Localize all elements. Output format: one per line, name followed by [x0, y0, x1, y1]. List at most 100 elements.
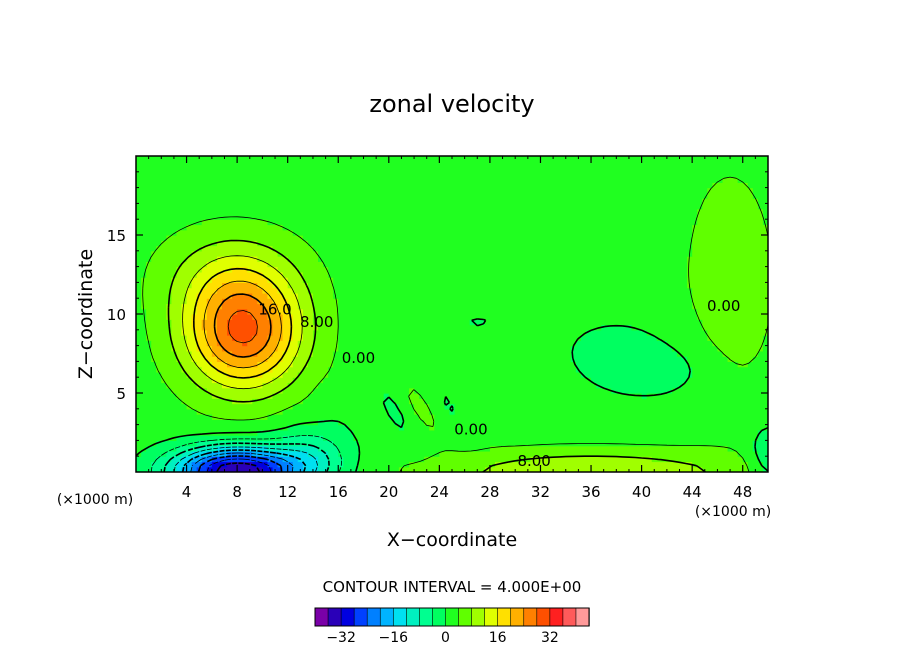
- y-axis: 5 10 15: [107, 171, 768, 457]
- field-cell: [338, 308, 698, 315]
- field-cell: [287, 303, 299, 310]
- colorbar-swatch: [314, 607, 329, 627]
- field-cell: [171, 292, 188, 299]
- field-cell: [206, 340, 218, 347]
- field-cell: [196, 466, 208, 472]
- field-cell: [297, 298, 314, 305]
- field-cell: [181, 324, 193, 331]
- field-cell: [302, 314, 314, 320]
- field-cell: [312, 335, 339, 341]
- x-tick-label: 4: [182, 483, 192, 501]
- field-cell: [216, 466, 263, 472]
- field-cell: [692, 229, 768, 236]
- field-cell: [227, 361, 258, 368]
- field-cell: [752, 192, 768, 199]
- field-cell: [646, 329, 708, 336]
- field-cell: [156, 440, 198, 447]
- field-cell: [687, 256, 768, 262]
- field-cell: [302, 319, 314, 326]
- x-tick-label: 12: [278, 483, 297, 501]
- x-tick-label: 44: [683, 483, 702, 501]
- field-cell: [707, 187, 754, 194]
- field-cell: [136, 182, 713, 189]
- field-cell: [575, 366, 693, 373]
- field-cell: [176, 350, 193, 357]
- field-cell: [156, 245, 203, 252]
- field-cell: [272, 298, 289, 305]
- field-cell: [277, 308, 289, 315]
- field-cell: [267, 314, 284, 320]
- field-cell: [484, 319, 703, 326]
- colorbar-swatch: [445, 607, 460, 627]
- x-tick-label: 48: [733, 483, 752, 501]
- field-cell: [252, 335, 269, 341]
- field-cell: [201, 456, 213, 463]
- field-cell: [338, 340, 577, 347]
- field-cell: [181, 261, 208, 268]
- field-cell: [297, 456, 319, 463]
- field-cell: [570, 350, 678, 357]
- field-cell: [692, 303, 768, 310]
- colorbar-swatch: [419, 607, 434, 627]
- field-cell: [323, 435, 355, 441]
- field-cell: [692, 461, 749, 468]
- field-cell: [171, 329, 183, 336]
- field-cell: [216, 271, 263, 278]
- field-cell: [292, 319, 304, 326]
- field-cell: [216, 324, 228, 331]
- field-cell: [136, 171, 768, 178]
- field-cell: [307, 450, 329, 457]
- colorbar-swatch: [484, 607, 499, 627]
- field-cell: [333, 361, 577, 368]
- field-cell: [302, 461, 319, 468]
- field-cell: [151, 250, 193, 257]
- field-cell: [287, 282, 309, 289]
- colorbar-swatch: [432, 607, 447, 627]
- field-cell: [221, 382, 263, 389]
- field-cell: [136, 340, 152, 347]
- field-cell: [292, 466, 304, 472]
- field-cell: [302, 308, 314, 315]
- field-cell: [692, 224, 768, 231]
- field-cell: [277, 361, 294, 368]
- y-tick-label: 10: [107, 306, 126, 324]
- field-cell: [312, 292, 334, 299]
- field-cell: [282, 335, 294, 341]
- field-cell: [272, 350, 284, 357]
- field-cell: [267, 292, 284, 299]
- field-cell: [191, 282, 208, 289]
- x-tick-label: 24: [430, 483, 449, 501]
- field-cell: [267, 414, 390, 420]
- field-cell: [570, 345, 673, 352]
- field-cell: [444, 403, 456, 410]
- field-cell: [419, 414, 435, 420]
- field-cell: [333, 277, 688, 283]
- contour-line: [182, 255, 592, 472]
- field-cell: [318, 466, 329, 472]
- field-cell: [176, 466, 183, 472]
- field-cell: [247, 308, 269, 315]
- chart-title: zonal velocity: [369, 90, 534, 118]
- field-cell: [136, 303, 142, 310]
- field-cell: [186, 256, 218, 262]
- field-cell: [403, 414, 420, 420]
- field-cell: [393, 419, 405, 426]
- field-cell: [575, 361, 688, 368]
- field-cell: [692, 292, 768, 299]
- field-cell: [216, 308, 238, 315]
- field-cell: [136, 335, 147, 341]
- field-cell: [297, 292, 314, 299]
- field-cell: [252, 398, 304, 405]
- field-cell: [201, 366, 218, 373]
- field-cell: [353, 435, 759, 441]
- field-cell: [216, 287, 263, 294]
- field-cell: [707, 192, 754, 199]
- field-cell: [201, 324, 218, 331]
- field-cell: [151, 350, 178, 357]
- field-cell: [307, 282, 334, 289]
- field-cell: [136, 256, 152, 262]
- field-cell: [398, 403, 415, 410]
- field-cell: [702, 203, 759, 210]
- colorbar-tick-label: 32: [541, 630, 559, 646]
- field-cell: [181, 303, 198, 310]
